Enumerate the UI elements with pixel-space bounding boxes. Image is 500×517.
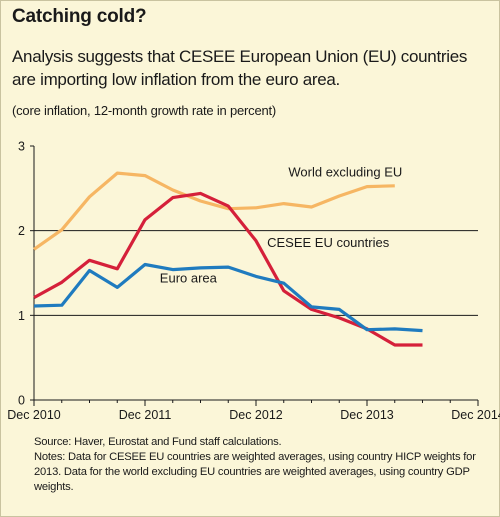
series-label-1: CESEE EU countries: [267, 235, 390, 250]
series-labels: World excluding EU CESEE EU countries Euro…: [160, 164, 402, 285]
series-lines: [33, 171, 423, 347]
notes-text: Notes: Data for CESEE EU countries are w…: [34, 451, 476, 493]
series-line-1: [33, 191, 423, 347]
unit-note: (core inflation, 12-month growth rate in…: [12, 103, 277, 118]
series-line-0: [33, 171, 395, 251]
y-tick-label: 2: [18, 224, 25, 238]
y-tick-label: 3: [18, 140, 25, 154]
x-tick-label: Dec 2013: [340, 408, 394, 422]
footnotes: Source: Haver, Eurostat and Fund staff c…: [34, 435, 484, 495]
axes: 0 1 2 3 Dec 2010 Dec 2011 Dec 2012 Dec 2013 Dec …: [7, 140, 500, 423]
y-tick-label: 1: [18, 309, 25, 323]
x-tick-label: Dec 2014: [451, 408, 500, 422]
series-label-2: Euro area: [160, 270, 218, 285]
chart-subtitle: Analysis suggests that CESEE European Un…: [12, 47, 468, 89]
x-tick-label: Dec 2010: [7, 408, 61, 422]
x-tick-label: Dec 2012: [229, 408, 283, 422]
series-label-0: World excluding EU: [288, 164, 402, 179]
y-tick-label: 0: [18, 394, 25, 408]
x-tick-label: Dec 2011: [119, 408, 172, 422]
source-note: Source: Haver, Eurostat and Fund staff c…: [34, 436, 282, 448]
series-line-2: [33, 262, 423, 333]
gridlines: [34, 230, 478, 316]
chart-title: Catching cold?: [12, 6, 147, 27]
